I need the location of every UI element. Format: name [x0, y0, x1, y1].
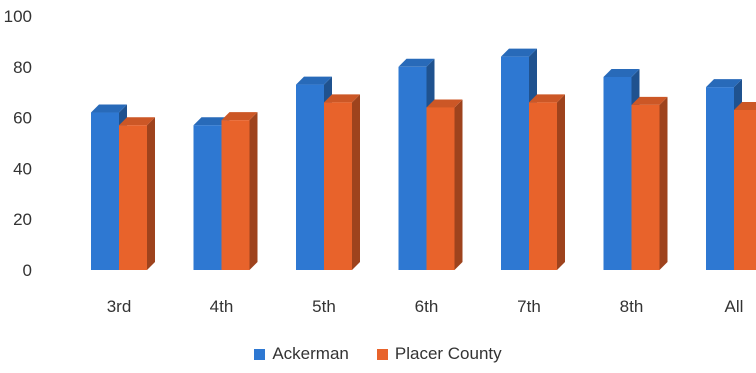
bars — [91, 48, 756, 271]
y-tick-label: 100 — [4, 7, 32, 26]
legend-swatch-placer-county — [376, 348, 388, 360]
y-tick-label: 80 — [13, 58, 32, 77]
legend-swatch-ackerman — [254, 348, 266, 360]
y-tick-label: 20 — [13, 210, 32, 229]
bar-placer-county-4th — [221, 112, 258, 270]
x-tick-label: 6th — [415, 297, 439, 316]
x-tick-label: 8th — [620, 297, 644, 316]
x-tick-label: All — [725, 297, 744, 316]
bar-placer-county-8th — [631, 96, 668, 271]
y-tick-label: 40 — [13, 159, 32, 178]
x-tick-label: 4th — [210, 297, 234, 316]
x-tick-label: 3rd — [107, 297, 132, 316]
x-tick-label: 5th — [312, 297, 336, 316]
legend-item-placer-county: Placer County — [376, 344, 502, 364]
legend-item-ackerman: Ackerman — [254, 344, 349, 364]
y-axis: 0 20 40 60 80 100 — [4, 7, 32, 280]
bar-placer-county-6th — [426, 99, 463, 270]
legend-label-placer-county: Placer County — [394, 344, 502, 363]
y-tick-label: 0 — [23, 261, 32, 280]
x-axis: 3rd 4th 5th 6th 7th 8th All — [107, 297, 744, 316]
legend-label-ackerman: Ackerman — [272, 344, 349, 363]
bar-placer-county-3rd — [119, 117, 155, 270]
bar-chart: 0 20 40 60 80 100 3rd 4th 5th 6th 7th 8th All — [4, 7, 756, 316]
bar-placer-county-7th — [529, 94, 565, 270]
x-tick-label: 7th — [517, 297, 541, 316]
bar-placer-county-5th — [324, 94, 360, 270]
legend: Ackerman Placer County — [0, 344, 756, 364]
bar-placer-county-all — [734, 101, 756, 270]
y-tick-label: 60 — [13, 109, 32, 128]
